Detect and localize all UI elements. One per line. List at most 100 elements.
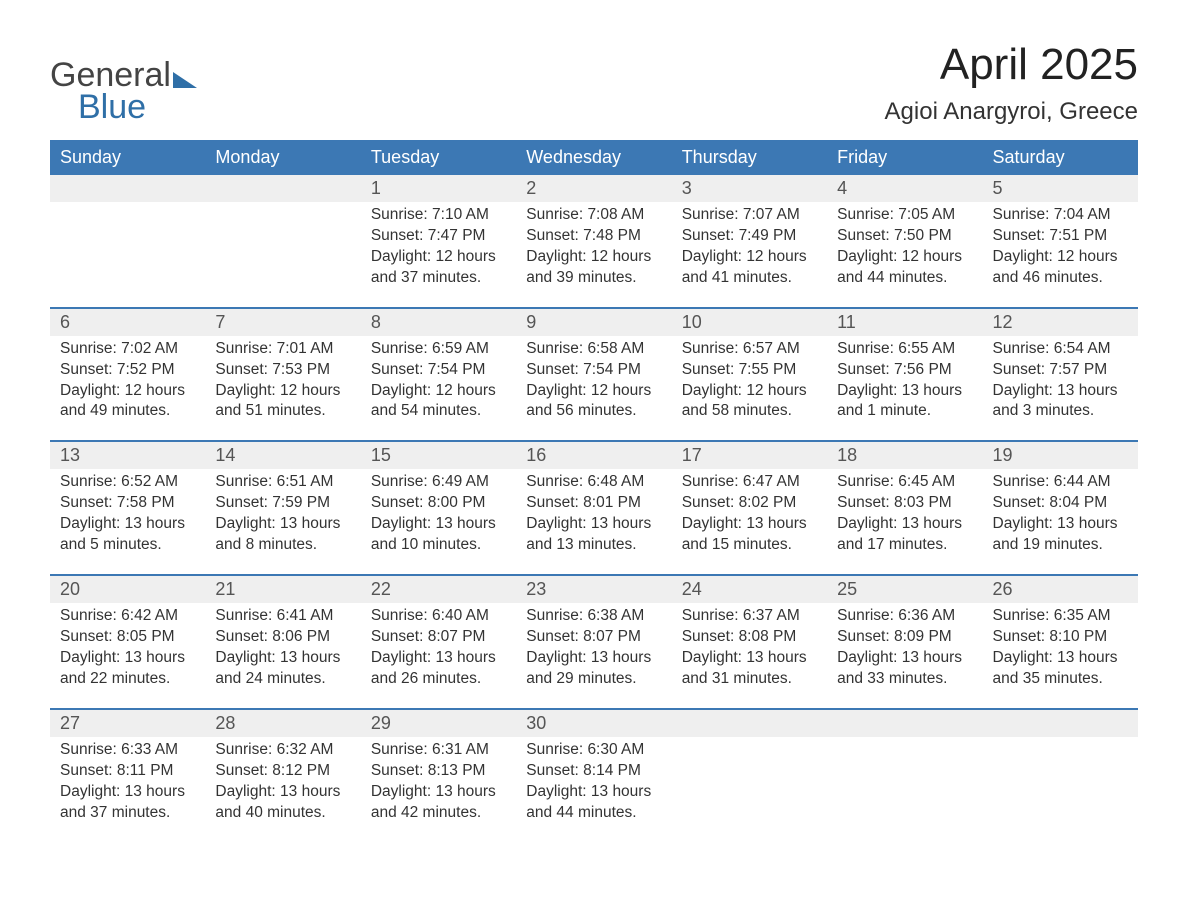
- sunset-line-label: Sunset:: [215, 628, 272, 645]
- sunset-line: Sunset: 7:58 PM: [60, 493, 195, 514]
- sunrise-line-value: 6:55 AM: [898, 340, 955, 357]
- sunset-line: Sunset: 8:00 PM: [371, 493, 506, 514]
- sunrise-line: Sunrise: 6:40 AM: [371, 606, 506, 627]
- sunrise-line-value: 6:32 AM: [277, 741, 334, 758]
- day-number-cell: 4: [827, 175, 982, 202]
- daylight-line: Daylight: 13 hours and 26 minutes.: [371, 648, 506, 690]
- day-number-cell: 24: [672, 575, 827, 603]
- sunrise-line: Sunrise: 6:37 AM: [682, 606, 817, 627]
- sunrise-line: Sunrise: 6:58 AM: [526, 339, 661, 360]
- day-number-cell: 22: [361, 575, 516, 603]
- day-content-cell: Sunrise: 7:05 AMSunset: 7:50 PMDaylight:…: [827, 202, 982, 308]
- sunset-line-label: Sunset:: [837, 361, 894, 378]
- sunset-line-value: 8:09 PM: [894, 628, 952, 645]
- sunrise-line: Sunrise: 6:51 AM: [215, 472, 350, 493]
- day-content-cell: Sunrise: 6:42 AMSunset: 8:05 PMDaylight:…: [50, 603, 205, 709]
- sunrise-line-label: Sunrise:: [682, 340, 743, 357]
- sunrise-line-label: Sunrise:: [837, 206, 898, 223]
- day-content-cell: Sunrise: 6:58 AMSunset: 7:54 PMDaylight:…: [516, 336, 671, 442]
- sunset-line-value: 8:02 PM: [739, 494, 797, 511]
- sunset-line-value: 7:52 PM: [117, 361, 175, 378]
- sunrise-line-label: Sunrise:: [837, 607, 898, 624]
- sunset-line-label: Sunset:: [215, 762, 272, 779]
- sunset-line-label: Sunset:: [682, 361, 739, 378]
- sunrise-line-value: 6:36 AM: [898, 607, 955, 624]
- sunset-line-label: Sunset:: [837, 227, 894, 244]
- day-content-cell: [983, 737, 1138, 842]
- day-number-cell: [205, 175, 360, 202]
- daylight-line: Daylight: 12 hours and 39 minutes.: [526, 247, 661, 289]
- page-header: General Blue April 2025 Agioi Anargyroi,…: [50, 40, 1138, 126]
- weekday-header: Tuesday: [361, 140, 516, 175]
- sunrise-line: Sunrise: 6:33 AM: [60, 740, 195, 761]
- sunset-line-label: Sunset:: [993, 494, 1050, 511]
- sunset-line-label: Sunset:: [526, 361, 583, 378]
- daylight-line-label: Daylight:: [682, 248, 747, 265]
- sunrise-line-label: Sunrise:: [993, 206, 1054, 223]
- day-content-cell: Sunrise: 6:37 AMSunset: 8:08 PMDaylight:…: [672, 603, 827, 709]
- day-number-cell: 7: [205, 308, 360, 336]
- sunrise-line-value: 6:38 AM: [587, 607, 644, 624]
- sunset-line: Sunset: 8:02 PM: [682, 493, 817, 514]
- day-content-cell: Sunrise: 6:35 AMSunset: 8:10 PMDaylight:…: [983, 603, 1138, 709]
- daynum-row: 6789101112: [50, 308, 1138, 336]
- daylight-line: Daylight: 13 hours and 44 minutes.: [526, 782, 661, 824]
- sunrise-line-label: Sunrise:: [526, 741, 587, 758]
- sunrise-line: Sunrise: 6:54 AM: [993, 339, 1128, 360]
- sunrise-line: Sunrise: 7:04 AM: [993, 205, 1128, 226]
- sunrise-line: Sunrise: 6:57 AM: [682, 339, 817, 360]
- sunrise-line-label: Sunrise:: [215, 340, 276, 357]
- daylight-line: Daylight: 13 hours and 13 minutes.: [526, 514, 661, 556]
- sunrise-line: Sunrise: 6:30 AM: [526, 740, 661, 761]
- sunrise-line-value: 6:40 AM: [432, 607, 489, 624]
- daylight-line-label: Daylight:: [993, 649, 1058, 666]
- title-block: April 2025 Agioi Anargyroi, Greece: [885, 40, 1138, 126]
- sunrise-line-label: Sunrise:: [371, 340, 432, 357]
- sunset-line-value: 7:59 PM: [272, 494, 330, 511]
- sunrise-line-value: 7:02 AM: [121, 340, 178, 357]
- day-number-cell: 19: [983, 441, 1138, 469]
- daylight-line: Daylight: 13 hours and 15 minutes.: [682, 514, 817, 556]
- day-content-cell: Sunrise: 6:36 AMSunset: 8:09 PMDaylight:…: [827, 603, 982, 709]
- sunrise-line: Sunrise: 6:38 AM: [526, 606, 661, 627]
- sunrise-line-value: 6:59 AM: [432, 340, 489, 357]
- sunrise-line-value: 6:37 AM: [743, 607, 800, 624]
- day-content-cell: Sunrise: 6:33 AMSunset: 8:11 PMDaylight:…: [50, 737, 205, 842]
- sunset-line: Sunset: 7:47 PM: [371, 226, 506, 247]
- daylight-line: Daylight: 12 hours and 54 minutes.: [371, 381, 506, 423]
- sunrise-line-label: Sunrise:: [682, 206, 743, 223]
- day-content-cell: [50, 202, 205, 308]
- day-number-cell: 21: [205, 575, 360, 603]
- sunset-line-label: Sunset:: [60, 494, 117, 511]
- daylight-line-label: Daylight:: [371, 248, 436, 265]
- daylight-line-label: Daylight:: [682, 382, 747, 399]
- location-label: Agioi Anargyroi, Greece: [885, 98, 1138, 126]
- day-number-cell: 29: [361, 709, 516, 737]
- daylight-line: Daylight: 13 hours and 22 minutes.: [60, 648, 195, 690]
- daylight-line: Daylight: 13 hours and 3 minutes.: [993, 381, 1128, 423]
- sunset-line-label: Sunset:: [526, 628, 583, 645]
- day-number-cell: 14: [205, 441, 360, 469]
- sunset-line-label: Sunset:: [837, 494, 894, 511]
- sunset-line-value: 8:11 PM: [117, 762, 174, 779]
- daylight-line: Daylight: 12 hours and 44 minutes.: [837, 247, 972, 289]
- sunrise-line-value: 6:57 AM: [743, 340, 800, 357]
- sunrise-line-value: 7:04 AM: [1054, 206, 1111, 223]
- day-content-cell: [827, 737, 982, 842]
- daylight-line-label: Daylight:: [371, 515, 436, 532]
- sunset-line-value: 8:00 PM: [428, 494, 486, 511]
- sunrise-line-label: Sunrise:: [371, 473, 432, 490]
- sunset-line-value: 8:14 PM: [583, 762, 641, 779]
- sunrise-line-value: 6:51 AM: [277, 473, 334, 490]
- sunrise-line-label: Sunrise:: [60, 473, 121, 490]
- sunrise-line-label: Sunrise:: [371, 741, 432, 758]
- weekday-header: Thursday: [672, 140, 827, 175]
- daylight-line-label: Daylight:: [371, 783, 436, 800]
- sunrise-line-label: Sunrise:: [215, 607, 276, 624]
- daylight-line: Daylight: 12 hours and 46 minutes.: [993, 247, 1128, 289]
- day-number-cell: 20: [50, 575, 205, 603]
- sunrise-line-value: 6:35 AM: [1054, 607, 1111, 624]
- daylight-line-label: Daylight:: [215, 515, 280, 532]
- sunset-line: Sunset: 7:50 PM: [837, 226, 972, 247]
- sunset-line-label: Sunset:: [993, 361, 1050, 378]
